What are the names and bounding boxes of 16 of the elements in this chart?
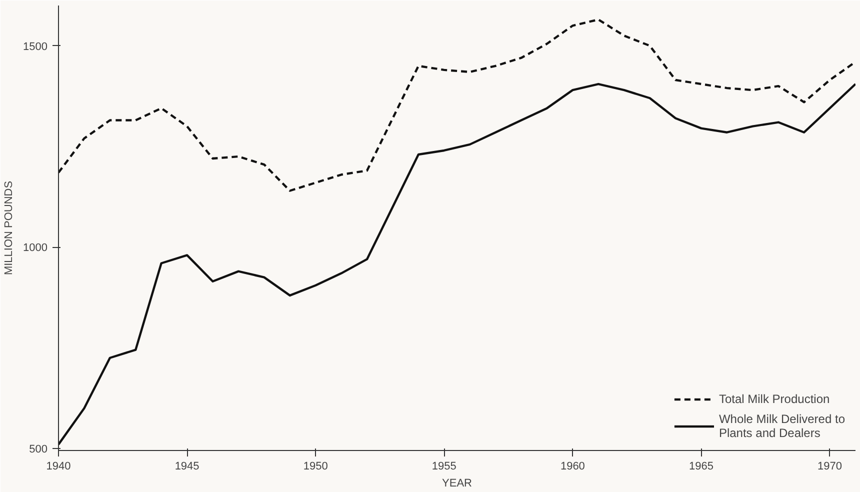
x-axis-title: YEAR xyxy=(442,478,472,490)
legend-label: Total Milk Production xyxy=(718,392,830,406)
line-series xyxy=(58,82,856,446)
line-series xyxy=(58,18,856,192)
legend-label: Whole Milk Delivered to Plants and Dealers xyxy=(718,412,845,440)
x-tick-label: 1940 xyxy=(46,460,71,472)
x-tick-label: 1950 xyxy=(303,460,328,472)
x-tick-label: 1960 xyxy=(560,460,585,472)
x-tick-label: 1955 xyxy=(432,460,456,472)
y-tick-label: 1000 xyxy=(23,242,48,254)
x-tick-label: 1945 xyxy=(174,460,200,472)
y-tick-label: 1500 xyxy=(23,40,48,53)
y-tick-label: 500 xyxy=(29,443,48,456)
y-axis-title: MILLION POUNDS xyxy=(3,180,16,276)
x-tick-label: 1965 xyxy=(689,460,714,472)
x-tick-label: 1970 xyxy=(818,460,842,472)
